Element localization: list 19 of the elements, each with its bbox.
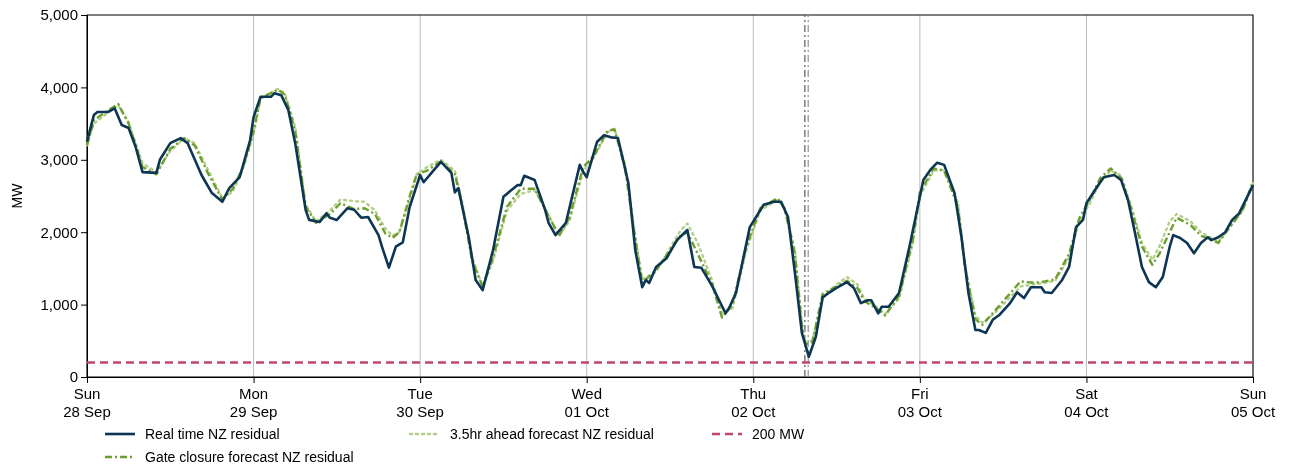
x-tick-label: Fri 03 Oct: [897, 385, 943, 420]
x-tick-label: Wed 01 Oct: [564, 385, 610, 420]
x-tick-label: Mon 29 Sep: [229, 385, 278, 420]
x-tick-label: Thu 02 Oct: [731, 385, 777, 420]
x-tick-label: Sun 05 Oct: [1230, 385, 1276, 420]
legend-label: Gate closure forecast NZ residual: [145, 449, 354, 465]
legend-label: 3.5hr ahead forecast NZ residual: [450, 426, 654, 442]
x-tick-label: Tue 30 Sep: [396, 385, 444, 420]
y-tick-label: 0: [69, 368, 78, 386]
y-tick-label: 3,000: [40, 151, 78, 169]
x-tick-label: Sat 04 Oct: [1064, 385, 1110, 420]
y-axis-title: MW: [9, 182, 25, 209]
x-tick-label: Sun 28 Sep: [63, 385, 111, 420]
y-tick-label: 4,000: [40, 78, 78, 96]
y-tick-label: 5,000: [40, 6, 78, 24]
y-tick-label: 2,000: [40, 223, 78, 241]
y-tick-label: 1,000: [40, 295, 78, 313]
legend-label: Real time NZ residual: [145, 426, 280, 442]
legend-label: 200 MW: [752, 426, 805, 442]
